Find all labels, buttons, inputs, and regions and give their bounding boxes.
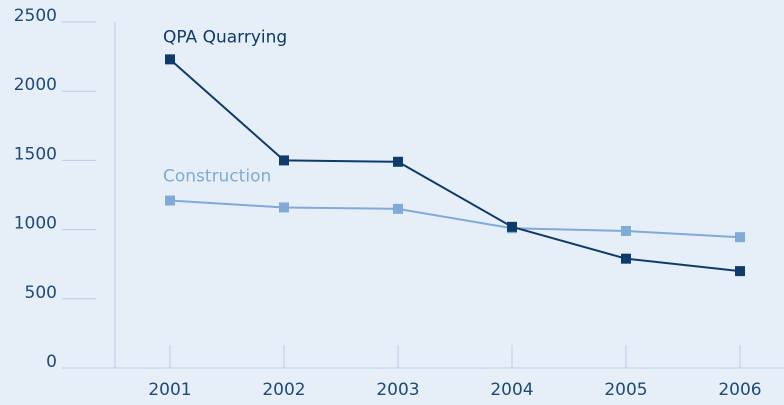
y-tick-label: 1000 — [14, 214, 57, 234]
data-point — [621, 225, 631, 236]
y-tick-label: 0 — [46, 352, 57, 372]
x-tick-label: 2005 — [604, 380, 647, 400]
x-tick-label: 2006 — [718, 380, 761, 400]
data-point — [165, 54, 175, 65]
data-point — [621, 253, 631, 264]
series-line — [169, 58, 741, 273]
y-tick-label: 500 — [25, 283, 57, 303]
series-line — [169, 199, 741, 239]
data-point — [507, 221, 517, 232]
data-point — [165, 195, 175, 206]
x-tick-label: 2002 — [262, 380, 305, 400]
data-point — [393, 156, 403, 167]
data-point — [735, 232, 745, 243]
x-tick-label: 2001 — [148, 380, 191, 400]
x-tick-label: 2004 — [490, 380, 533, 400]
data-point — [735, 266, 745, 277]
series-label: QPA Quarrying — [163, 27, 287, 47]
y-tick-label: 1500 — [14, 144, 57, 164]
y-tick-label: 2000 — [14, 75, 57, 95]
data-point — [279, 202, 289, 213]
data-point — [279, 155, 289, 166]
x-tick-label: 2003 — [376, 380, 419, 400]
y-tick-label: 2500 — [14, 6, 57, 26]
data-point — [393, 203, 403, 214]
series-label: Construction — [163, 167, 271, 187]
